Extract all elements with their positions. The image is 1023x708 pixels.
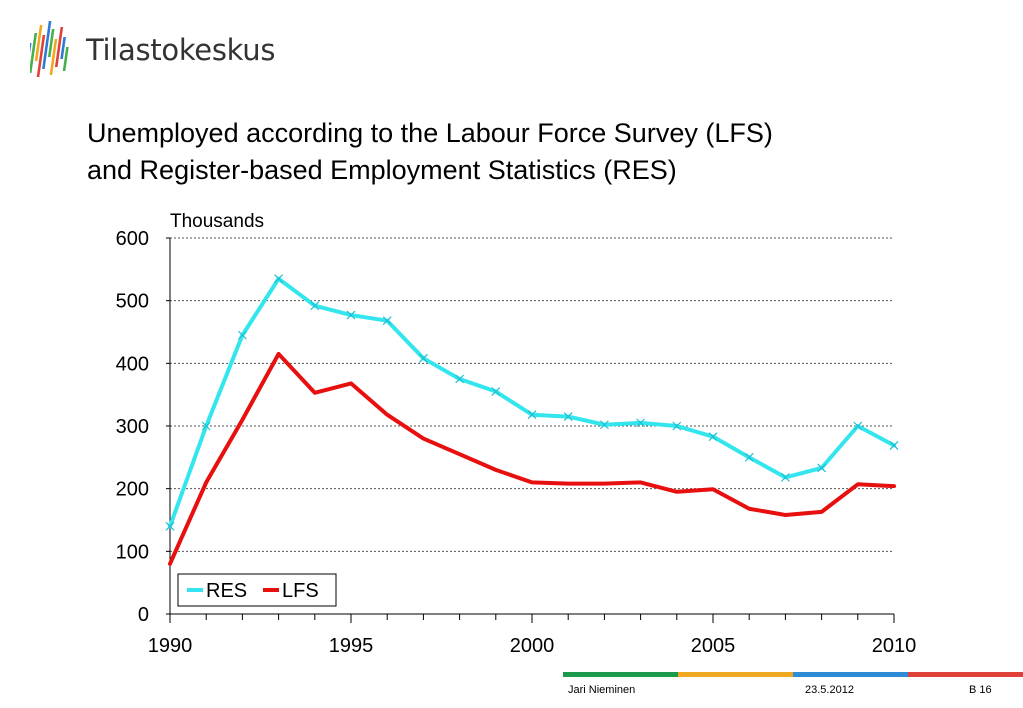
logo-icon [30,21,69,77]
y-tick-label: 200 [116,479,149,501]
logo-stroke [62,47,69,71]
data-point-marker [599,420,609,430]
brand-logo: Tilastokeskus [30,20,275,80]
data-point-marker [780,472,790,482]
data-point-marker [382,316,392,326]
footer-color-bar [563,672,1023,677]
x-tick-label: 2010 [872,635,917,657]
data-point-marker [563,412,573,422]
brand-name: Tilastokeskus [86,33,276,67]
slide-title-line-1: Unemployed according to the Labour Force… [87,118,773,148]
data-point-marker [636,418,646,428]
logo-stroke [30,33,38,73]
footer-bar-segment [563,672,678,677]
legend-label: RES [206,580,247,602]
footer-bar-segment [793,672,908,677]
logo-stroke [49,39,58,75]
series-line-lfs [168,351,896,566]
y-tick-label: 400 [116,353,149,375]
y-tick-label: 100 [116,541,149,563]
data-point-marker [274,274,284,284]
data-point-marker [889,441,899,450]
data-point-marker [744,452,754,462]
slide-title: Unemployed according to the Labour Force… [87,115,967,189]
data-point-marker [418,353,428,363]
data-point-marker [201,421,211,431]
logo-stroke [47,29,55,57]
data-point-marker [527,410,537,420]
logo-stroke [60,37,66,59]
x-tick-label: 2005 [691,635,736,657]
logo-stroke [36,35,46,77]
x-tick-label: 1995 [329,635,374,657]
data-point-marker [491,387,501,396]
slide-title-line-2: and Register-based Employment Statistics… [87,155,677,185]
data-point-marker [672,421,682,431]
y-tick-label: 600 [116,228,149,250]
x-tick-label: 1990 [148,635,193,657]
footer-bar-segment [908,672,1023,677]
y-tick-label: 500 [116,291,149,313]
footer-page-number: B 16 [969,684,992,696]
y-tick-label: 300 [116,416,149,438]
logo-stroke [34,25,43,61]
x-tick-label: 2000 [510,635,555,657]
data-point-marker [817,463,827,473]
data-point-marker [455,374,465,384]
data-point-marker [165,521,175,531]
logo-stroke [54,27,64,67]
data-point-marker [310,301,320,311]
data-point-marker [708,432,718,442]
footer-date: 23.5.2012 [805,684,854,696]
legend-label: LFS [282,580,319,602]
logo-stroke [30,43,32,65]
data-point-marker [346,310,356,320]
y-axis-label: Thousands [170,211,264,232]
footer-bar-segment [678,672,793,677]
footer-author: Jari Nieminen [568,684,636,696]
logo-stroke [42,21,52,69]
data-point-marker [237,330,247,340]
data-point-marker [853,421,863,431]
y-tick-label: 0 [138,604,149,626]
legend-box [177,573,337,607]
